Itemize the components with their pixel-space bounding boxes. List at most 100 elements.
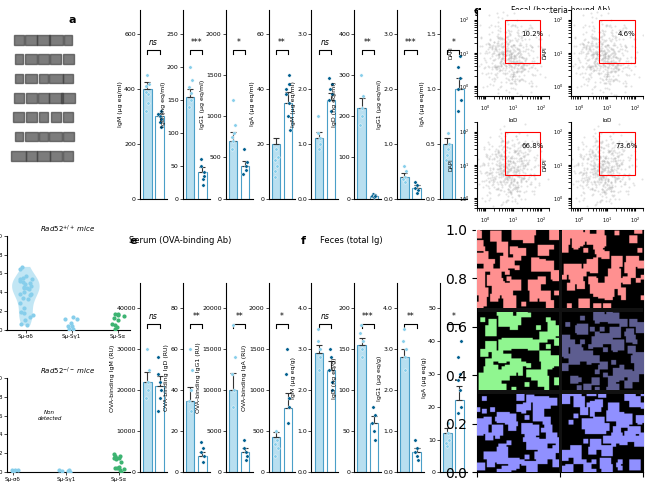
Point <box>575 150 585 158</box>
Point <box>510 60 520 67</box>
Point <box>507 73 517 80</box>
Point <box>506 54 516 62</box>
Point <box>512 150 522 158</box>
Point <box>532 53 542 61</box>
Point <box>501 190 512 198</box>
Point <box>493 147 503 155</box>
Point <box>589 33 599 41</box>
Point <box>606 44 616 52</box>
Point <box>621 70 631 78</box>
Point <box>606 67 617 75</box>
Point <box>617 150 627 158</box>
Point <box>585 71 595 79</box>
Point <box>484 177 494 185</box>
Point <box>156 387 166 394</box>
Point <box>326 378 337 386</box>
Point <box>606 23 616 31</box>
Point <box>588 143 598 150</box>
Point <box>492 153 502 161</box>
Point <box>156 107 166 115</box>
Point <box>602 45 612 53</box>
Point <box>484 43 495 51</box>
Point <box>499 38 510 46</box>
Point <box>503 152 514 160</box>
Point <box>490 63 501 71</box>
Point <box>498 198 508 205</box>
Point <box>509 55 519 63</box>
Point <box>586 153 597 161</box>
Point <box>599 47 609 55</box>
Point <box>492 161 502 169</box>
Point <box>584 45 594 53</box>
Point <box>112 464 122 472</box>
Point <box>487 171 497 179</box>
Text: **: ** <box>407 311 415 321</box>
Point <box>495 152 505 160</box>
Point <box>566 155 577 162</box>
Point <box>601 189 611 197</box>
Point <box>594 152 604 160</box>
Point <box>578 169 588 177</box>
Point <box>196 155 206 163</box>
Point <box>583 62 593 70</box>
Point <box>497 54 507 62</box>
Point <box>498 137 508 145</box>
Point <box>531 137 541 145</box>
Point <box>607 65 618 73</box>
Point <box>153 110 163 118</box>
Point <box>617 45 627 53</box>
Point <box>504 162 515 170</box>
Point <box>618 65 629 72</box>
Point <box>512 45 522 53</box>
Point <box>607 61 618 69</box>
Point <box>602 158 612 165</box>
Point <box>509 68 519 76</box>
Point <box>510 185 520 193</box>
Point <box>18 278 29 285</box>
Point <box>443 429 453 437</box>
Point <box>615 40 625 48</box>
Point <box>603 60 614 67</box>
Point <box>560 39 571 47</box>
Point <box>529 170 539 178</box>
Point <box>441 151 452 159</box>
Point <box>594 161 604 169</box>
Point <box>619 23 630 31</box>
Point <box>588 50 598 57</box>
Point <box>571 161 581 168</box>
Point <box>606 183 616 191</box>
Bar <box>13 93 25 103</box>
Point <box>590 150 601 158</box>
Point <box>482 168 493 175</box>
Point <box>504 167 514 174</box>
Point <box>578 30 588 38</box>
Point <box>578 178 588 186</box>
Point <box>532 59 542 67</box>
Point <box>591 145 601 152</box>
Point <box>502 196 513 203</box>
Point <box>581 168 592 175</box>
Point <box>514 138 524 146</box>
Point <box>590 42 600 50</box>
Point <box>502 172 513 180</box>
Point <box>464 168 474 175</box>
Point <box>506 50 517 58</box>
Point <box>608 47 619 54</box>
Point <box>410 436 421 443</box>
Point <box>508 168 518 175</box>
Point <box>27 275 37 282</box>
Point <box>610 53 621 60</box>
Point <box>501 62 512 69</box>
Bar <box>51 35 60 44</box>
Point <box>497 35 507 43</box>
Point <box>614 174 624 182</box>
Point <box>629 59 639 67</box>
Point <box>460 153 470 161</box>
Point <box>525 170 535 178</box>
Point <box>599 54 610 62</box>
Point <box>520 61 530 68</box>
Point <box>616 141 626 149</box>
Point <box>594 40 604 48</box>
Point <box>593 174 604 182</box>
Point <box>608 187 618 195</box>
